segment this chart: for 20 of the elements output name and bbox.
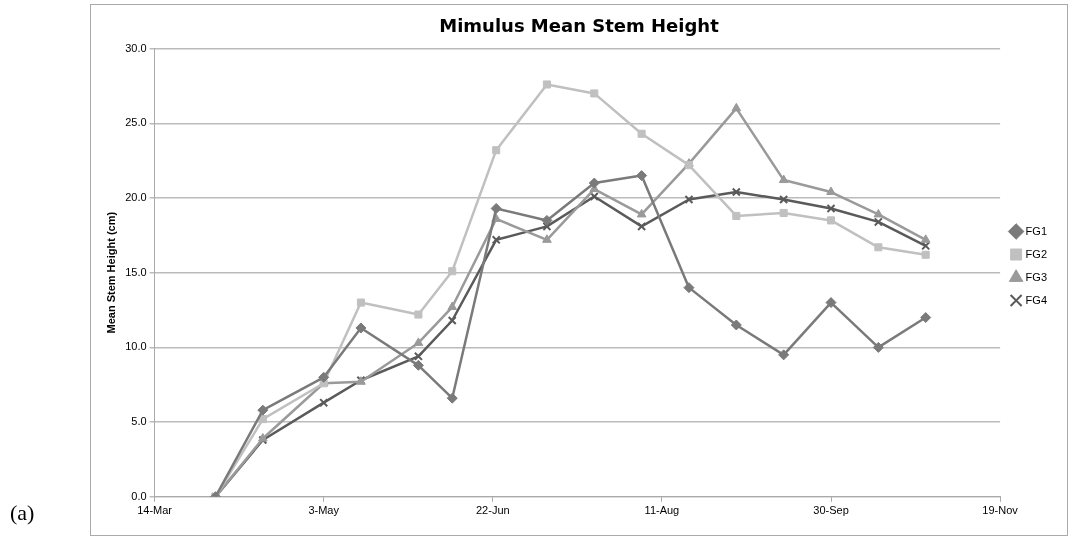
legend-label: FG4: [1025, 293, 1048, 306]
y-tick-label: 5.0: [131, 415, 147, 428]
y-tick-label: 30.0: [125, 41, 147, 54]
x-tick-label: 30-Sep: [813, 504, 849, 517]
x-tick-label: 22-Jun: [475, 504, 510, 517]
chart-title: Mimulus Mean Stem Height: [439, 15, 720, 37]
y-tick-label: 10.0: [125, 340, 147, 353]
x-tick-label: 14-Mar: [137, 504, 173, 517]
text: (a): [10, 500, 35, 526]
x-tick-label: 3-May: [308, 504, 340, 517]
x-tick-label: 11-Aug: [644, 504, 680, 517]
y-tick-label: 25.0: [125, 116, 147, 129]
y-tick-label: 20.0: [125, 191, 147, 204]
y-tick-label: 0.0: [131, 489, 147, 502]
legend-label: FG2: [1025, 247, 1048, 260]
y-axis-title: Mean Stem Height (cm): [104, 211, 117, 334]
x-tick-label: 19-Nov: [982, 504, 1019, 517]
legend-label: FG3: [1025, 270, 1048, 283]
legend-label: FG1: [1025, 224, 1048, 237]
y-tick-label: 15.0: [125, 265, 147, 278]
